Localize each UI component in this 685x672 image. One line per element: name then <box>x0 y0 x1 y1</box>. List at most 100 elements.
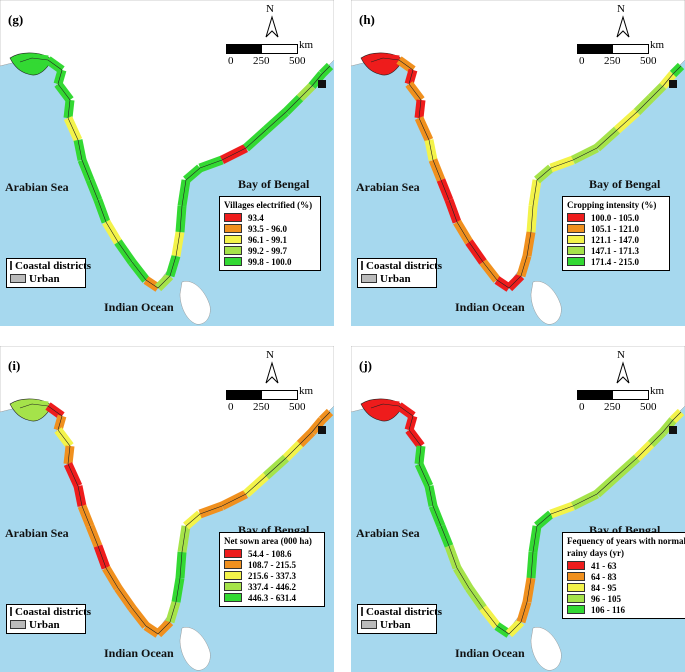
coastal-urban-legend: Coastal districts Urban <box>357 258 442 288</box>
scale-unit: km <box>650 39 665 51</box>
coastal-map <box>351 346 685 671</box>
panel-label: (g) <box>8 12 24 27</box>
indian-ocean-label: Indian Ocean <box>455 300 525 314</box>
legend-row-urban: Urban <box>10 272 85 285</box>
legend-class-row: 93.4 <box>224 212 316 223</box>
scale-bar-black-segment <box>227 45 262 53</box>
legend-color-swatch <box>224 257 242 266</box>
legend-label: Urban <box>29 272 60 285</box>
legend-class-row: 41 - 63 <box>567 560 685 571</box>
legend-title: Net sown area (000 ha) <box>224 536 312 546</box>
scale-tick-label: 250 <box>253 401 270 413</box>
legend-class-range: 215.6 - 337.3 <box>248 570 296 581</box>
legend-row-coastal: Coastal districts <box>361 259 442 272</box>
coastline-outline <box>19 57 331 289</box>
north-label: N <box>266 349 274 361</box>
legend-class-range: 108.7 - 215.5 <box>248 559 296 570</box>
legend-color-swatch <box>567 235 585 244</box>
legend-class-row: 108.7 - 215.5 <box>224 559 320 570</box>
legend-class-range: 147.1 - 171.3 <box>591 245 639 256</box>
coastal-map <box>351 0 685 325</box>
coastal-urban-legend: Coastal districts Urban <box>357 604 442 634</box>
legend-label: Coastal districts <box>366 605 443 618</box>
legend-row-coastal: Coastal districts <box>10 605 91 618</box>
legend-class-range: 99.8 - 100.0 <box>248 256 292 267</box>
legend-swatch <box>361 274 377 283</box>
legend-class-row: 337.4 - 446.2 <box>224 581 320 592</box>
legend-row-urban: Urban <box>361 618 436 631</box>
scale-tick-label: 500 <box>640 401 657 413</box>
indian-ocean-label: Indian Ocean <box>104 646 174 660</box>
legend-class-range: 99.2 - 99.7 <box>248 245 287 256</box>
legend-class-range: 93.5 - 96.0 <box>248 223 287 234</box>
urban-area <box>318 426 326 434</box>
legend-class-range: 337.4 - 446.2 <box>248 581 296 592</box>
legend-title: Fequency of years with normal <box>567 536 685 546</box>
scale-bar-black-segment <box>227 391 262 399</box>
legend-swatch <box>361 620 377 629</box>
coastal-map <box>0 346 334 671</box>
scale-bar <box>577 390 649 400</box>
arabian-sea-label: Arabian Sea <box>5 526 69 540</box>
legend-class-row: 96.1 - 99.1 <box>224 234 316 245</box>
scale-tick-label: 0 <box>579 401 585 413</box>
legend-swatch <box>361 261 363 270</box>
scale-unit: km <box>299 39 314 51</box>
legend-swatch <box>361 607 363 616</box>
legend-color-swatch <box>567 605 585 614</box>
sri-lanka-island <box>530 627 562 671</box>
scale-tick-label: 250 <box>253 55 270 67</box>
north-arrow-icon <box>265 361 279 384</box>
legend-title: Villages electrified (%) <box>224 200 313 210</box>
coastal-urban-legend: Coastal districts Urban <box>6 258 91 288</box>
coastline-outline <box>19 403 331 635</box>
legend-label: Coastal districts <box>15 259 92 272</box>
scale-bar-black-segment <box>578 391 613 399</box>
sri-lanka-island <box>530 281 562 325</box>
class-legend: Fequency of years with normal rainy days … <box>562 532 685 619</box>
legend-class-row: 171.4 - 215.0 <box>567 256 665 267</box>
legend-color-swatch <box>567 257 585 266</box>
north-arrow-icon <box>616 361 630 384</box>
legend-color-swatch <box>224 582 242 591</box>
legend-title: rainy days (yr) <box>567 548 624 558</box>
scale-tick-label: 500 <box>289 401 306 413</box>
bay-of-bengal-label: Bay of Bengal <box>238 177 310 191</box>
legend-color-swatch <box>567 213 585 222</box>
legend-class-row: 106 - 116 <box>567 604 685 615</box>
legend-color-swatch <box>567 594 585 603</box>
class-legend: Cropping intensity (%) 100.0 - 105.0 105.1… <box>562 196 670 271</box>
legend-class-range: 96.1 - 99.1 <box>248 234 287 245</box>
legend-row-coastal: Coastal districts <box>10 259 91 272</box>
legend-color-swatch <box>224 213 242 222</box>
legend-class-row: 105.1 - 121.0 <box>567 223 665 234</box>
legend-label: Coastal districts <box>15 605 92 618</box>
scale-bar <box>226 390 298 400</box>
coastline-outline <box>370 57 682 289</box>
legend-color-swatch <box>224 549 242 558</box>
legend-class-range: 84 - 95 <box>591 582 617 593</box>
legend-class-range: 93.4 <box>248 212 264 223</box>
legend-class-range: 54.4 - 108.6 <box>248 548 292 559</box>
arabian-sea-label: Arabian Sea <box>5 180 69 194</box>
legend-class-row: 100.0 - 105.0 <box>567 212 665 223</box>
coastal-map <box>0 0 334 325</box>
arabian-sea-label: Arabian Sea <box>356 526 420 540</box>
scale-unit: km <box>299 385 314 397</box>
legend-class-row: 99.2 - 99.7 <box>224 245 316 256</box>
legend-class-range: 121.1 - 147.0 <box>591 234 639 245</box>
bay-of-bengal-label: Bay of Bengal <box>589 177 661 191</box>
legend-class-range: 446.3 - 631.4 <box>248 592 296 603</box>
legend-color-swatch <box>224 571 242 580</box>
north-arrow-icon <box>265 15 279 38</box>
legend-swatch <box>10 274 26 283</box>
urban-area <box>669 426 677 434</box>
legend-class-range: 105.1 - 121.0 <box>591 223 639 234</box>
panel-label: (j) <box>359 358 372 373</box>
scale-tick-label: 500 <box>640 55 657 67</box>
north-label: N <box>617 3 625 15</box>
legend-color-swatch <box>224 593 242 602</box>
legend-class-row: 84 - 95 <box>567 582 685 593</box>
coastal-urban-legend: Coastal districts Urban <box>6 604 91 634</box>
